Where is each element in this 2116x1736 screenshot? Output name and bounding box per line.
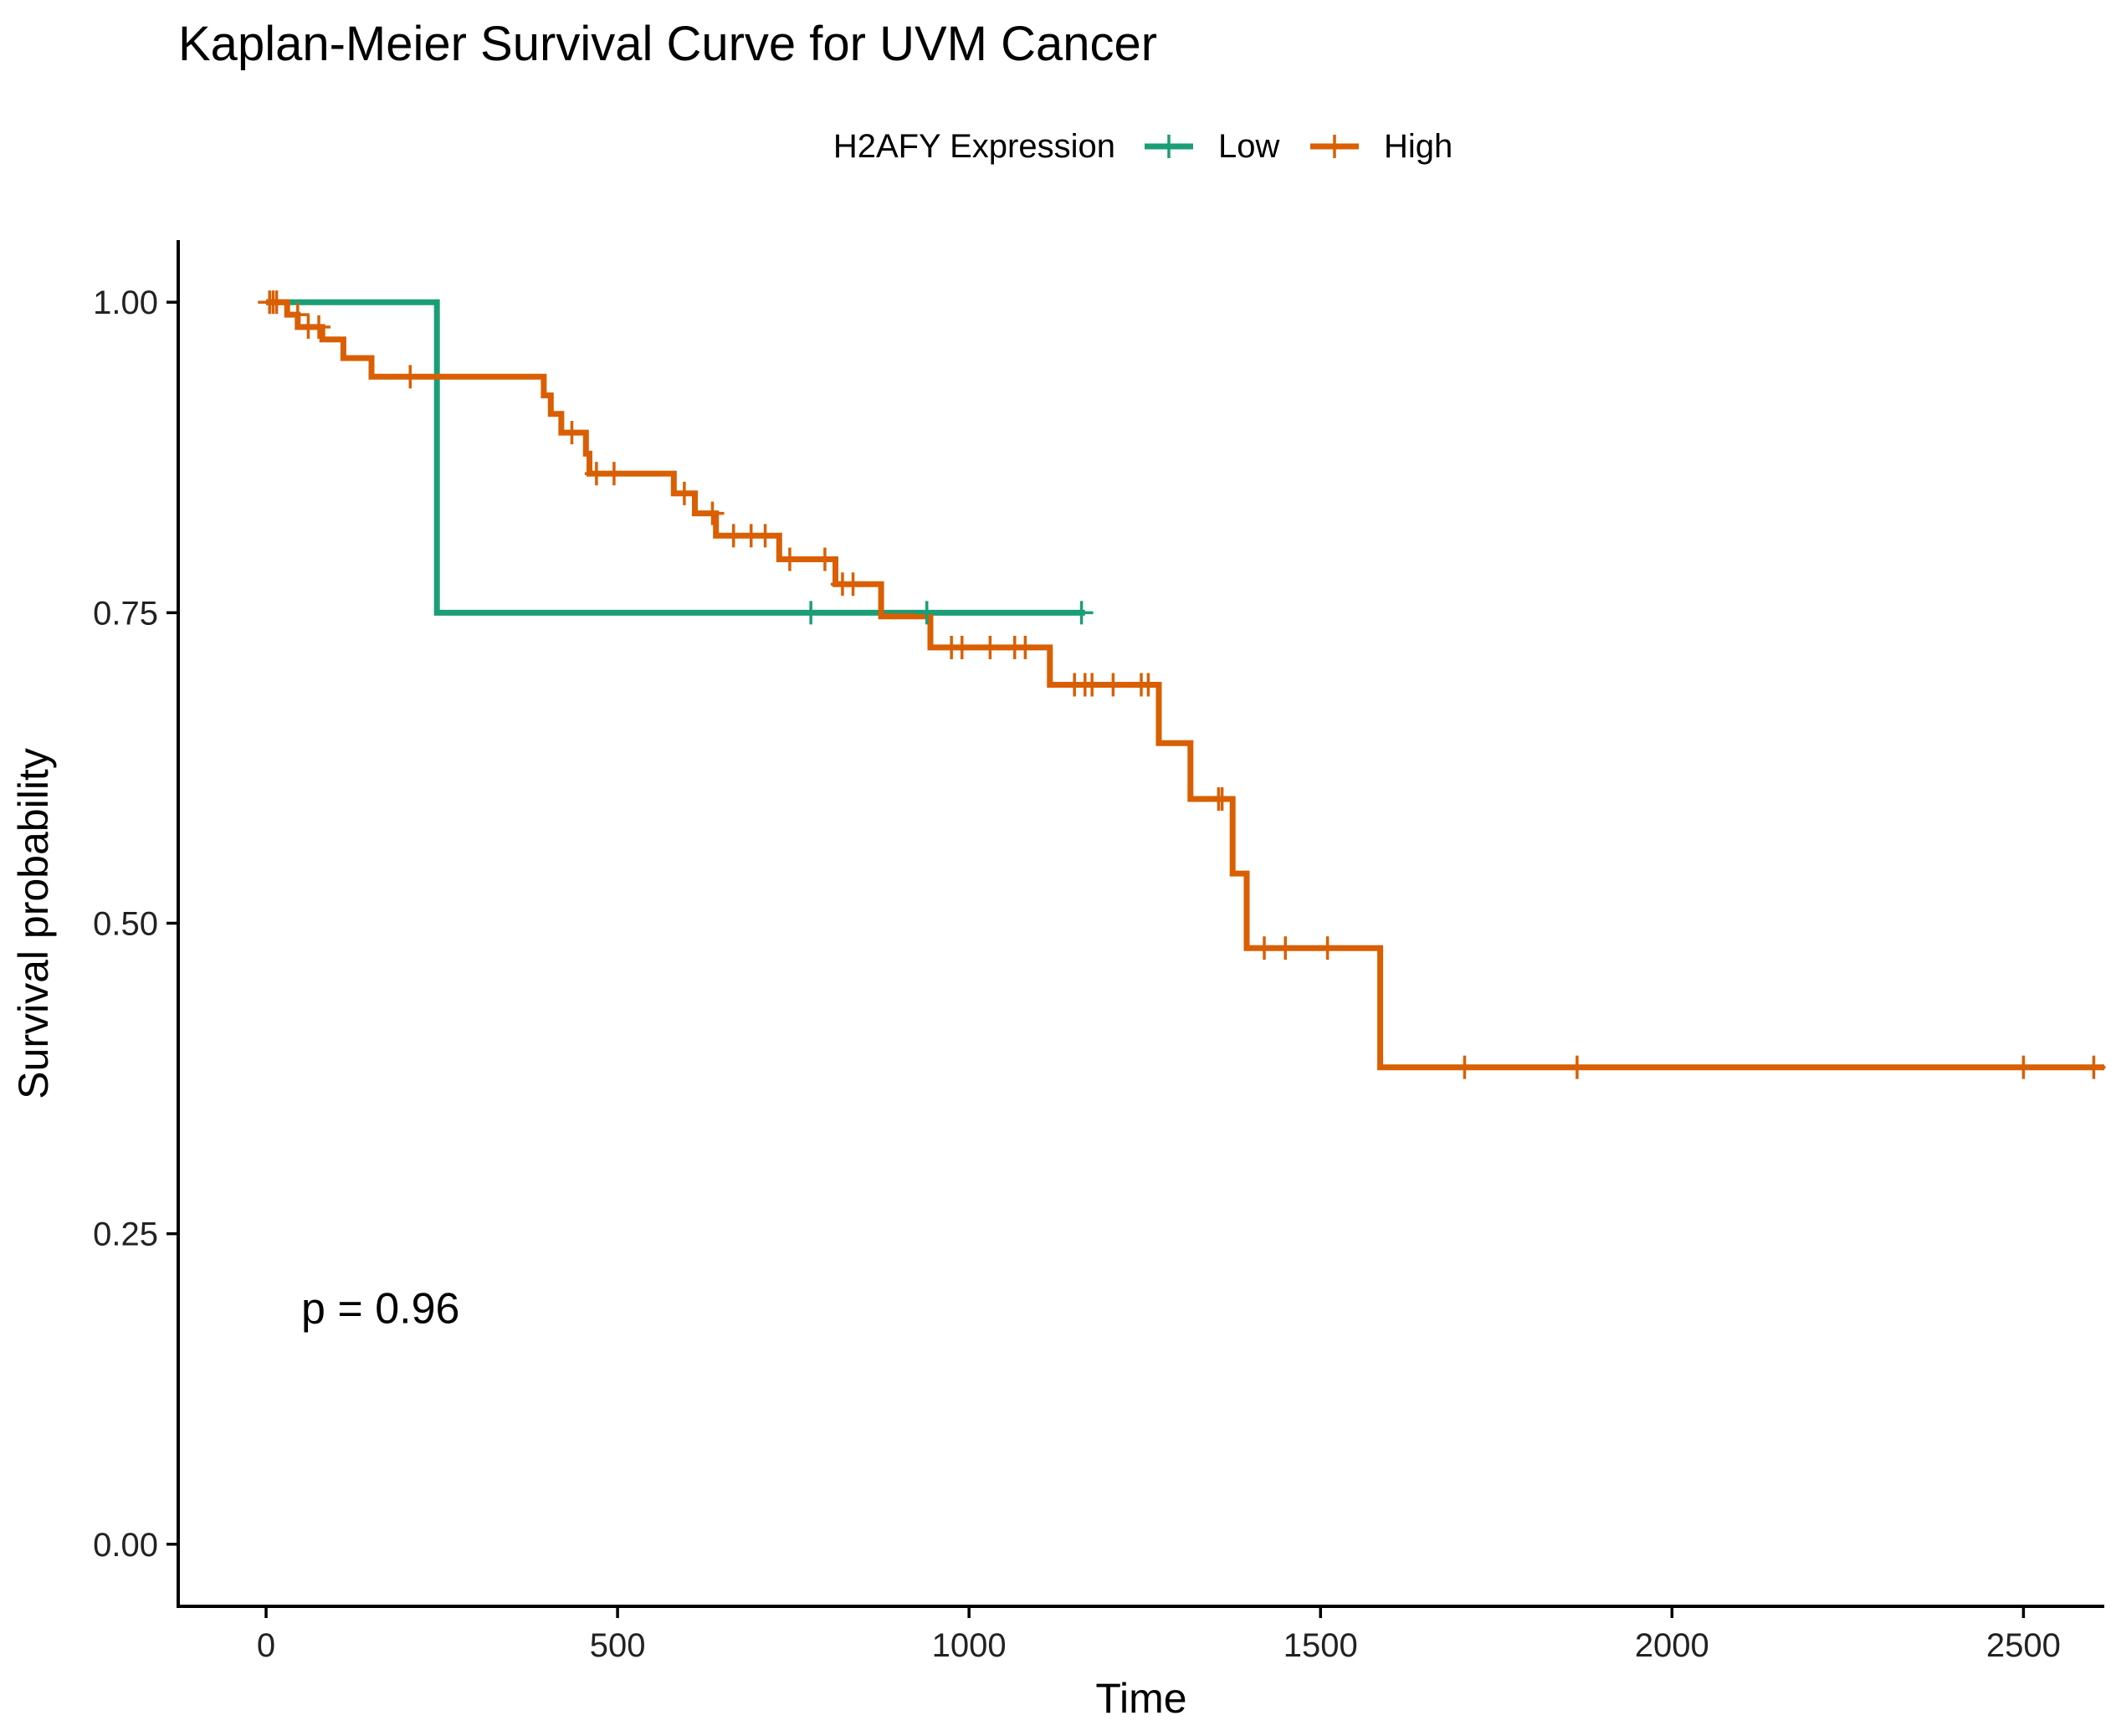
legend-items: Low High <box>1145 128 1453 165</box>
legend-label: Low <box>1218 128 1279 165</box>
y-axis-title: Survival probability <box>10 748 57 1099</box>
legend-item-low: Low <box>1145 128 1279 165</box>
y-tick-label: 0.25 <box>93 1216 158 1253</box>
censor-mark-high <box>753 524 777 548</box>
censor-mark-high <box>978 635 1002 659</box>
axes: 0 500 1000 1500 2000 2500 0.00 0.25 0.50 0.75 1.0… <box>93 240 2104 1664</box>
y-tick-label: 0.75 <box>93 595 158 632</box>
x-ticks: 0 500 1000 1500 2000 2500 <box>257 1606 2061 1664</box>
x-axis-title: Time <box>1095 1675 1186 1722</box>
censor-mark-high <box>700 501 725 525</box>
censor-mark-high <box>1080 673 1104 697</box>
legend-label: High <box>1384 128 1453 165</box>
series-line-low <box>266 299 1085 616</box>
censor-mark-high <box>950 635 974 659</box>
x-tick-label: 1000 <box>932 1627 1007 1664</box>
censor-mark-high <box>841 572 865 597</box>
censor-mark-high <box>1315 936 1340 960</box>
censor-mark-high <box>1565 1055 1589 1079</box>
series-layer <box>266 299 2104 1071</box>
p-value-annotation: p = 0.96 <box>301 1285 459 1334</box>
y-tick-label: 0.50 <box>93 906 158 943</box>
censor-mark-high <box>777 547 802 571</box>
censor-mark-high <box>1013 635 1038 659</box>
censor-mark-high <box>812 547 837 571</box>
legend: H2AFY Expression Low High <box>833 128 1453 165</box>
censor-mark-high <box>1453 1055 1477 1079</box>
censor-layer <box>258 290 2106 1079</box>
censor-mark-high <box>1136 673 1160 697</box>
censor-mark-high <box>1210 787 1234 812</box>
censor-mark-low <box>915 601 939 625</box>
censor-mark-high <box>1273 936 1298 960</box>
x-tick-label: 2500 <box>1986 1627 2061 1664</box>
series-line-high <box>266 299 2104 1071</box>
x-tick-label: 1500 <box>1283 1627 1358 1664</box>
x-tick-label: 0 <box>257 1627 275 1664</box>
censor-mark-high <box>2011 1055 2036 1079</box>
censor-mark-high <box>264 290 289 315</box>
legend-item-high: High <box>1310 128 1453 165</box>
censor-mark-high <box>1101 673 1125 697</box>
censor-mark-low <box>799 601 823 625</box>
legend-title: H2AFY Expression <box>833 128 1115 165</box>
censor-mark-high <box>307 315 331 339</box>
censor-mark-low <box>1069 601 1094 625</box>
x-tick-label: 2000 <box>1635 1627 1709 1664</box>
censor-mark-high <box>2082 1055 2106 1079</box>
censor-mark-high <box>602 462 626 486</box>
y-tick-label: 0.00 <box>93 1527 158 1564</box>
chart-title: Kaplan-Meier Survival Curve for UVM Canc… <box>178 17 1157 71</box>
y-ticks: 0.00 0.25 0.50 0.75 1.00 <box>93 284 178 1564</box>
x-tick-label: 500 <box>590 1627 646 1664</box>
censor-mark-high <box>672 481 696 505</box>
y-tick-label: 1.00 <box>93 284 158 321</box>
censor-mark-high <box>1253 936 1277 960</box>
censor-mark-high <box>560 421 584 445</box>
censor-mark-high <box>398 365 423 389</box>
plot-area <box>258 290 2106 1079</box>
censor-mark-high <box>285 303 310 327</box>
